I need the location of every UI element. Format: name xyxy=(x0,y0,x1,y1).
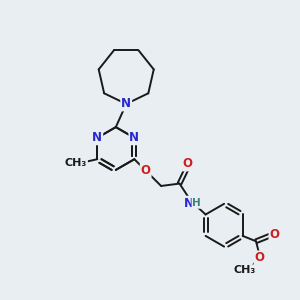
Text: H: H xyxy=(192,198,201,208)
Text: N: N xyxy=(92,131,102,144)
Text: CH₃: CH₃ xyxy=(234,266,256,275)
Text: N: N xyxy=(121,98,131,110)
Text: N: N xyxy=(129,131,140,144)
Text: O: O xyxy=(255,251,265,264)
Text: O: O xyxy=(141,164,151,177)
Text: O: O xyxy=(183,158,193,170)
Text: O: O xyxy=(269,228,279,241)
Text: N: N xyxy=(184,197,194,210)
Text: CH₃: CH₃ xyxy=(65,158,87,168)
